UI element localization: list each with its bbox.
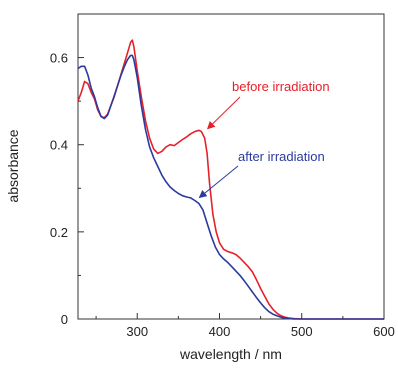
x-axis-label: wavelength / nm xyxy=(179,346,282,362)
x-tick-label: 500 xyxy=(291,324,313,339)
annotation-before-irradiation-label: before irradiation xyxy=(232,79,330,94)
annotation-layer: before irradiation after irradiation xyxy=(198,79,330,199)
x-tick-label: 400 xyxy=(209,324,231,339)
plot-frame xyxy=(77,13,385,320)
y-tick-label: 0 xyxy=(61,312,68,327)
y-tick-label: 0.6 xyxy=(50,51,68,66)
y-axis-label: absorbance xyxy=(5,129,21,202)
ticks-layer: 300 400 500 600 0 0.2 0.4 0.6 xyxy=(50,13,395,339)
annotation-after-irradiation-arrow xyxy=(198,165,239,199)
series-layer xyxy=(77,39,384,320)
y-tick-label: 0.4 xyxy=(50,138,68,153)
y-tick-label: 0.2 xyxy=(50,225,68,240)
series-line-after-irradiation xyxy=(77,54,384,320)
x-tick-label: 300 xyxy=(126,324,148,339)
x-tick-label: 600 xyxy=(373,324,395,339)
annotation-after-irradiation-label: after irradiation xyxy=(238,149,325,164)
plot-area xyxy=(77,13,385,320)
series-line-before-irradiation xyxy=(77,39,384,320)
annotation-before-irradiation-arrow xyxy=(206,96,241,130)
